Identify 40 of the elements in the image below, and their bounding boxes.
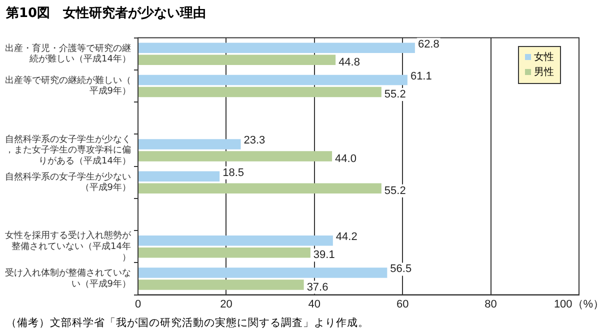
bar (138, 42, 415, 53)
data-label: 23.3 (244, 134, 266, 147)
data-label: 55.2 (384, 184, 406, 197)
x-tick-label: 20 (220, 298, 232, 310)
bar (138, 183, 382, 194)
legend-label: 女性 (533, 50, 554, 65)
bar (138, 268, 388, 278)
y-tick-label: 自然科学系の女子学生が少なく，また女子学生の専攻学科に偏りがある（平成14年） (5, 134, 131, 166)
data-label: 56.5 (390, 263, 412, 276)
bar (138, 74, 408, 86)
bar (138, 248, 310, 258)
chart-title: 第10図 女性研究者が少ない理由 (6, 4, 206, 22)
y-tick-label: 自然科学系の女子学生が少ない（平成9年） (5, 171, 131, 194)
y-tick-label: 出産・育児・介護等で研究の継続が難しい（平成14年） (5, 42, 131, 65)
bar (138, 280, 304, 290)
x-tick-label: 0 (134, 298, 142, 310)
bar (138, 151, 332, 162)
bar (138, 54, 336, 66)
data-label: 18.5 (222, 166, 244, 179)
data-label: 44.2 (336, 231, 358, 244)
bar (138, 235, 333, 246)
data-label: 55.2 (384, 88, 406, 101)
text: （備考）文部科学省「我が国の研究活動の実態に関する調査」より作成。 (6, 316, 369, 330)
x-tick-label: 40 (308, 298, 321, 310)
legend-label: 男性 (533, 66, 554, 80)
bar (138, 171, 220, 182)
x-tick-label: 60 (396, 298, 409, 310)
data-label: 39.1 (313, 249, 335, 262)
data-label: 61.1 (410, 70, 432, 82)
data-label: 62.8 (418, 38, 440, 50)
data-label: 44.0 (335, 152, 356, 165)
bar (138, 86, 382, 98)
x-tick-label: 100（%） (554, 298, 604, 310)
x-tick-label: 80 (484, 298, 497, 310)
data-label: 37.6 (306, 281, 328, 294)
y-tick-label: 受け入れ体制が整備されていない（平成9年） (5, 268, 131, 290)
data-label: 44.8 (338, 56, 360, 68)
bar (138, 139, 241, 150)
y-tick-label: 女性を採用する受け入れ態勢が整備されていない（平成14年） (5, 230, 132, 263)
y-tick-label: 出産等で研究の継続が難しい（平成9年） (5, 74, 131, 97)
